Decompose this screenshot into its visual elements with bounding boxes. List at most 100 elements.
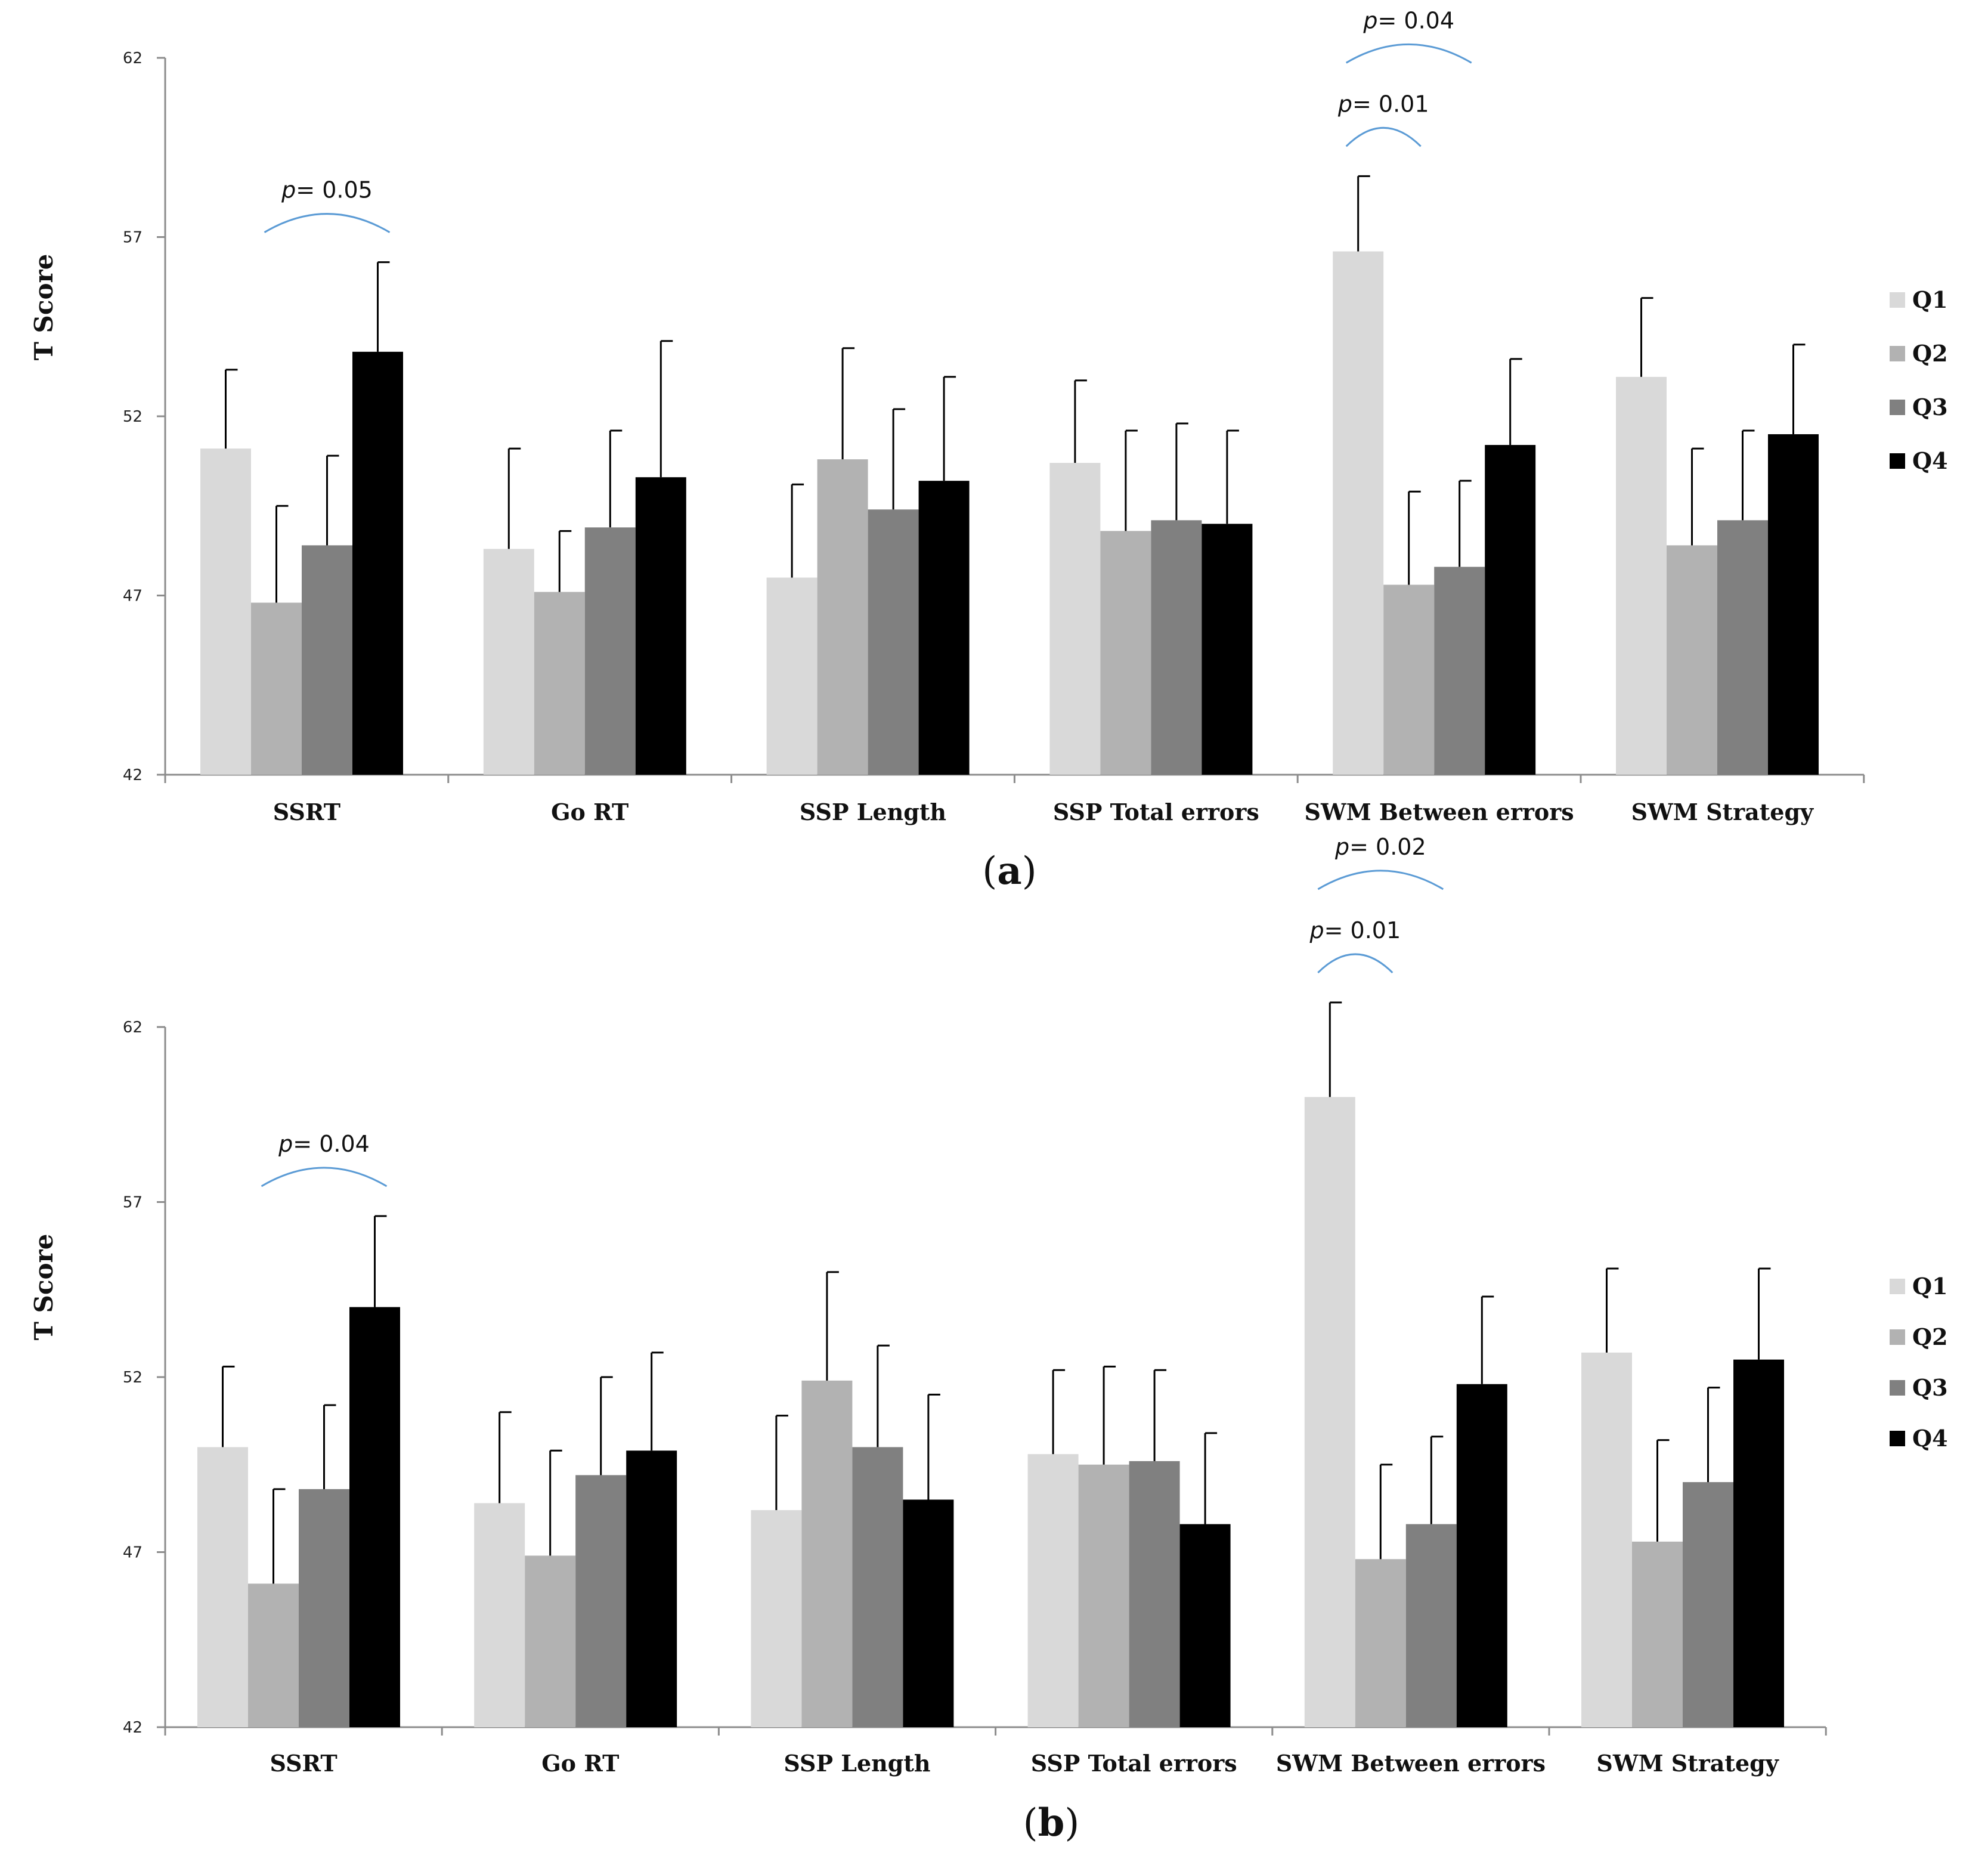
legend-label-q4-a: Q4 — [1912, 447, 1948, 474]
legend-swatch-q1-b — [1890, 1279, 1905, 1294]
bar-q1-a — [1616, 376, 1667, 775]
category-label-a: Go RT — [551, 799, 628, 825]
bar-q1-a — [1049, 463, 1101, 775]
p-value-label-b: p= 0.02 — [1334, 834, 1426, 860]
legend-swatch-q2-b — [1890, 1329, 1905, 1345]
y-tick-label-a: 57 — [123, 229, 143, 247]
bar-q4-a — [1485, 445, 1536, 775]
bar-q1-b — [474, 1503, 525, 1727]
bar-q2-a — [534, 592, 585, 775]
category-label-a: SSRT — [273, 799, 340, 825]
p-value-text: = 0.01 — [1352, 91, 1429, 117]
p-value-text: = 0.04 — [1377, 7, 1454, 33]
bar-q2-a — [251, 602, 302, 775]
category-label-a: SSP Total errors — [1053, 799, 1259, 825]
legend-swatch-q1-a — [1890, 292, 1905, 308]
bar-q4-a — [1202, 524, 1253, 775]
axes-b: 42 47 52 57 62 SSRT Go RT SSP Length SSP Total e… — [123, 1019, 1827, 1777]
category-label-b: Go RT — [541, 1750, 619, 1777]
bar-q4-a — [635, 477, 686, 775]
bar-q1-b — [1304, 1097, 1355, 1727]
category-label-b: SWM Between errors — [1276, 1750, 1546, 1777]
bar-q4-b — [903, 1499, 954, 1727]
bar-q4-b — [626, 1450, 677, 1727]
bar-q3-b — [1129, 1461, 1180, 1727]
p-symbol: p — [1337, 91, 1352, 117]
legend-swatch-q4-b — [1890, 1431, 1905, 1446]
p-value-label-b: p= 0.01 — [1309, 917, 1401, 944]
significance-arc-a — [1345, 127, 1422, 147]
bar-q4-a — [918, 481, 970, 775]
annotations-b: p= 0.04p= 0.02p= 0.01 — [261, 834, 1444, 1187]
panel-letter-b: b — [1038, 1801, 1065, 1845]
legend-label-q1-b: Q1 — [1912, 1273, 1948, 1300]
legend-label-q3-a: Q3 — [1912, 394, 1948, 420]
bar-q2-b — [801, 1380, 853, 1727]
bar-q2-b — [1078, 1464, 1129, 1727]
bar-q1-b — [197, 1447, 248, 1727]
bar-q1-b — [1027, 1454, 1079, 1727]
significance-arc-a — [1345, 43, 1472, 64]
p-value-label-a: p= 0.05 — [281, 177, 373, 203]
p-value-text: = 0.04 — [293, 1131, 370, 1157]
category-label-b: SSRT — [270, 1750, 337, 1777]
annotations-a: p= 0.05p= 0.04p= 0.01 — [264, 7, 1472, 233]
p-symbol: p — [1363, 7, 1377, 33]
error-bars-b — [222, 1001, 1771, 1584]
bar-q2-a — [1383, 584, 1435, 775]
y-tick-label-b: 62 — [123, 1019, 143, 1037]
bar-q2-b — [525, 1555, 576, 1727]
p-value-text: = 0.05 — [296, 177, 373, 203]
bar-q3-a — [1434, 567, 1485, 775]
y-axis-label-a: T Score — [29, 254, 58, 361]
bar-q1-b — [1581, 1352, 1632, 1727]
bar-q3-b — [1405, 1524, 1457, 1727]
y-tick-label-b: 42 — [123, 1719, 143, 1737]
category-label-a: SWM Between errors — [1305, 799, 1574, 825]
bar-q3-a — [1717, 520, 1768, 775]
bars-b — [197, 1097, 1784, 1727]
y-tick-label-b: 47 — [123, 1544, 143, 1562]
p-value-label-b: p= 0.04 — [278, 1131, 370, 1157]
bar-q4-b — [1733, 1359, 1784, 1727]
bar-q2-b — [248, 1583, 299, 1727]
bar-q1-a — [1333, 251, 1384, 775]
bar-q3-a — [1151, 520, 1202, 775]
bar-q3-b — [575, 1475, 627, 1727]
category-label-a: SSP Length — [800, 799, 946, 825]
panel-label-a: (a) — [982, 849, 1036, 893]
bar-q3-a — [584, 527, 636, 775]
error-bars-a — [225, 175, 1806, 603]
bar-q1-b — [751, 1510, 802, 1727]
legend-label-q1-a: Q1 — [1912, 286, 1948, 313]
p-symbol: p — [278, 1131, 293, 1157]
bar-q3-a — [302, 545, 352, 775]
legend-b: Q1 Q2 Q3 Q4 — [1890, 1273, 1948, 1452]
p-value-label-a: p= 0.04 — [1363, 7, 1454, 33]
p-value-text: = 0.02 — [1349, 834, 1426, 860]
p-value-label-a: p= 0.01 — [1337, 91, 1429, 117]
bar-q4-b — [349, 1307, 400, 1727]
legend-swatch-q4-a — [1890, 453, 1905, 469]
bar-q1-a — [483, 549, 534, 775]
bar-q4-a — [352, 351, 403, 775]
bar-q3-b — [852, 1447, 903, 1727]
bar-q1-a — [200, 448, 251, 775]
bars-a — [200, 251, 1819, 775]
significance-arc-b — [261, 1167, 388, 1187]
legend-label-q2-a: Q2 — [1912, 340, 1948, 367]
y-tick-label-a: 47 — [123, 587, 143, 605]
bar-q4-a — [1768, 434, 1819, 775]
bar-q2-a — [817, 459, 868, 775]
legend-label-q2-b: Q2 — [1912, 1323, 1948, 1350]
significance-arc-b — [1317, 870, 1444, 890]
p-symbol: p — [1309, 917, 1324, 944]
bar-q4-b — [1456, 1384, 1507, 1727]
y-tick-label-a: 42 — [123, 766, 143, 784]
p-value-text: = 0.01 — [1324, 917, 1401, 944]
bar-q3-a — [868, 509, 919, 775]
y-tick-label-a: 52 — [123, 408, 143, 426]
panel-letter-a: a — [997, 849, 1021, 893]
axes-a: 42 47 52 57 62 SSRT Go RT SSP Length SSP Total e… — [123, 50, 1865, 825]
